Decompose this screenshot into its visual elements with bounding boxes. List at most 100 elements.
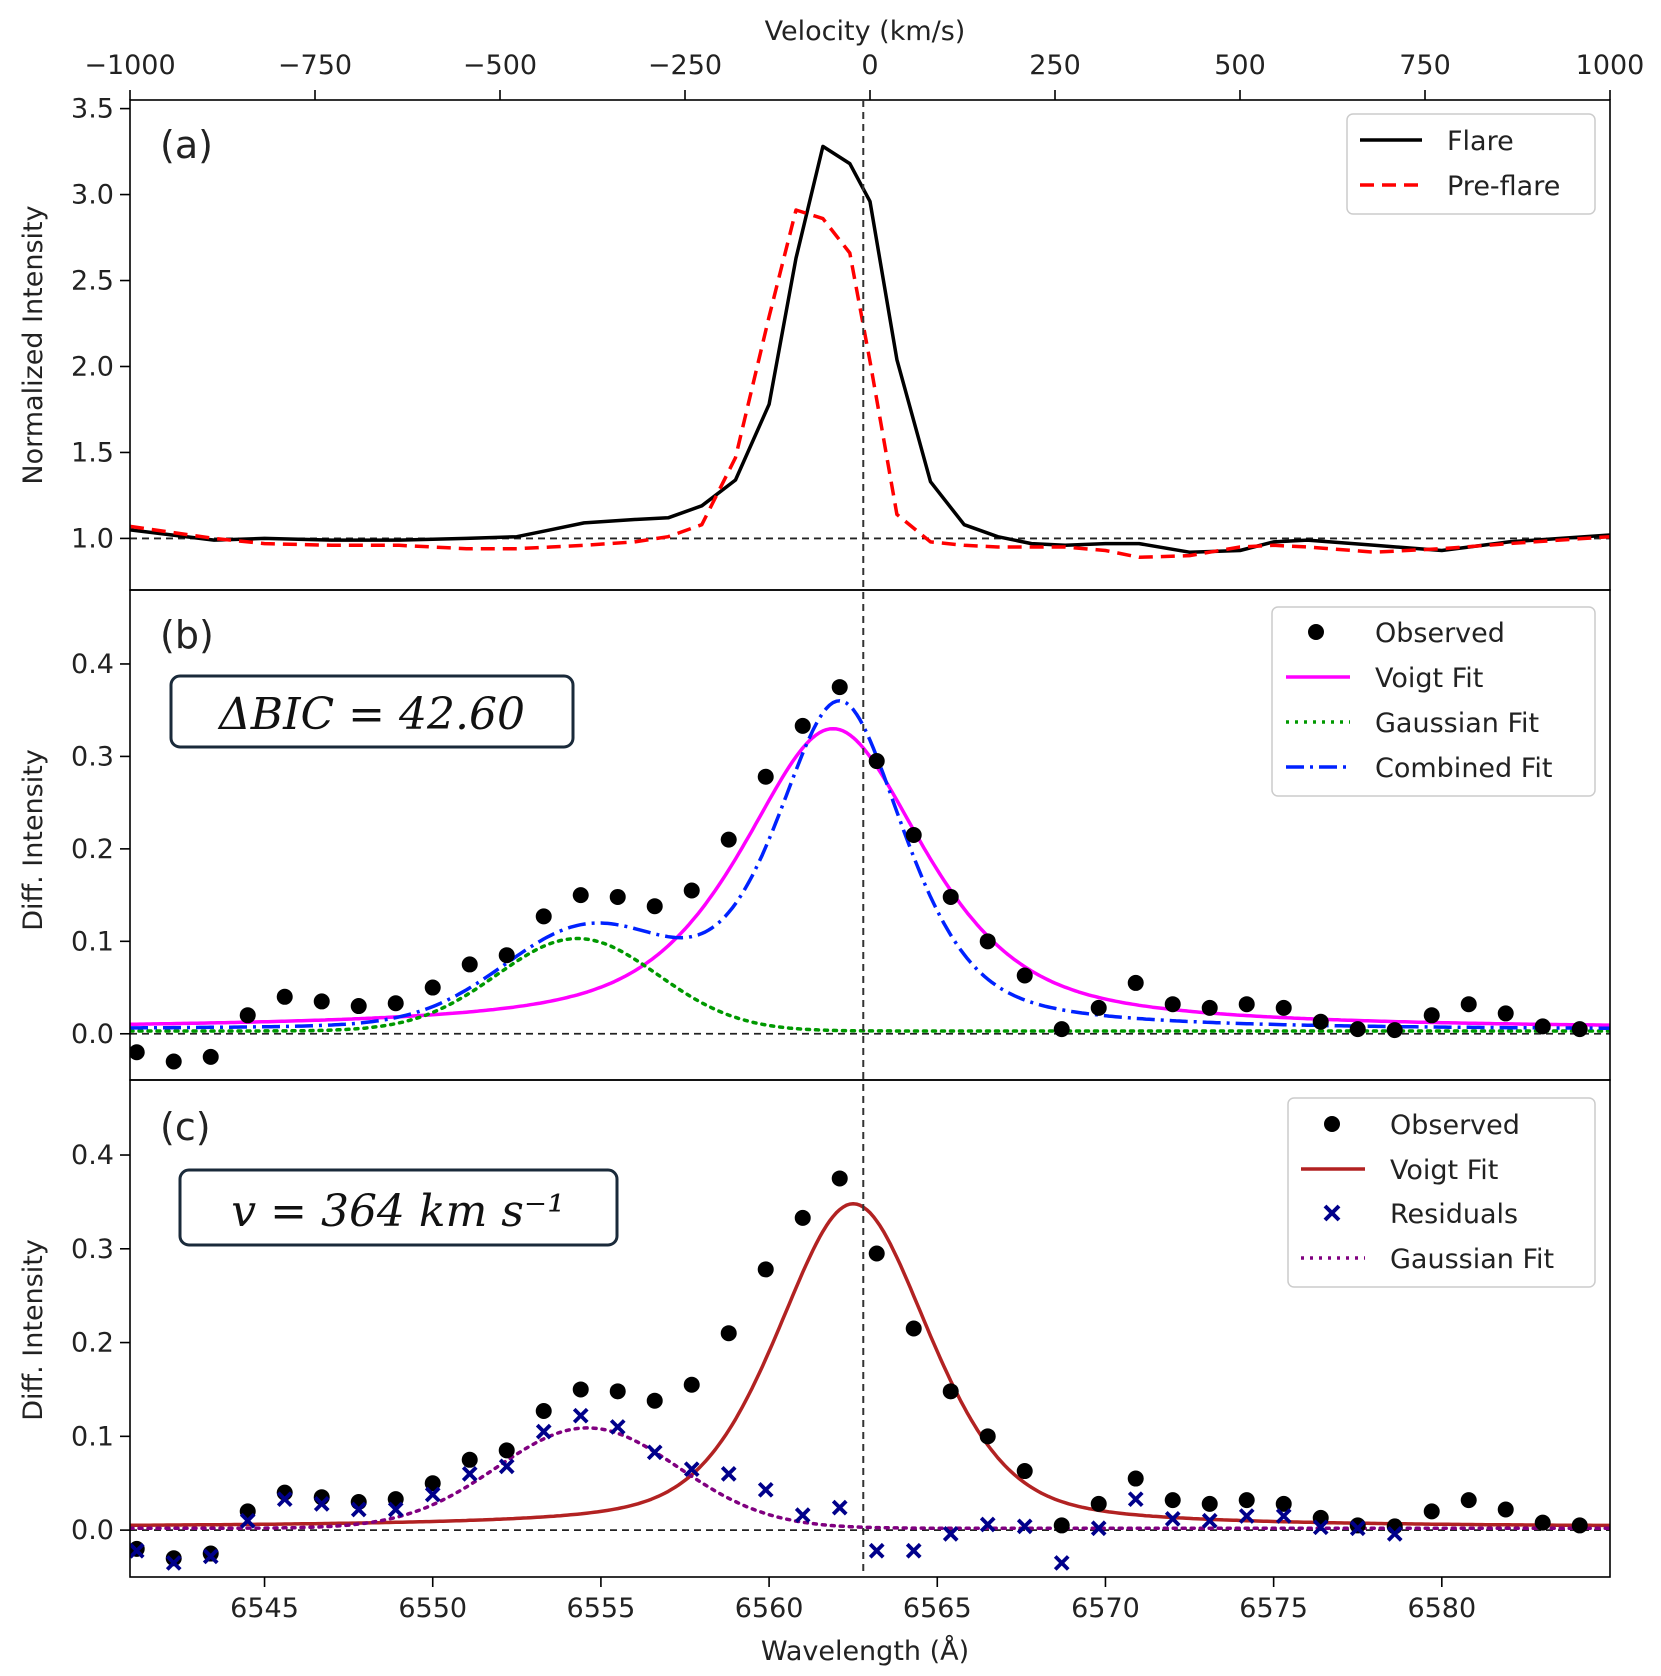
observed-point bbox=[646, 898, 663, 915]
y-tick-label: 2.0 bbox=[71, 351, 114, 382]
panel-b-annotation-box bbox=[169, 674, 575, 749]
observed-point bbox=[1423, 1503, 1440, 1520]
panel-c: 0.0 0.1 0.2 0.3 0.4 6545 6550 6555 6560 6565 6570… bbox=[18, 1079, 1611, 1667]
series-voigt-fit-line bbox=[130, 726, 1610, 1027]
residual-point bbox=[387, 1501, 404, 1518]
observed-point bbox=[720, 831, 737, 848]
observed-point bbox=[1534, 1018, 1551, 1035]
observed-point bbox=[868, 753, 885, 770]
residual-point bbox=[130, 1542, 145, 1559]
y-tick-label: 3.0 bbox=[71, 180, 114, 211]
x-tick-label: 6580 bbox=[1407, 1593, 1476, 1624]
y-tick-label: 0.0 bbox=[71, 1019, 114, 1050]
observed-point bbox=[794, 717, 811, 734]
observed-point bbox=[1497, 1501, 1514, 1518]
y-tick-label: 0.3 bbox=[71, 741, 114, 772]
observed-point bbox=[202, 1048, 219, 1065]
observed-point bbox=[1238, 996, 1255, 1013]
y-tick-label: 0.1 bbox=[71, 1421, 114, 1452]
y-tick-label: 1.0 bbox=[71, 523, 114, 554]
panel-a-label: (a) bbox=[160, 123, 213, 167]
legend-c-residuals-marker bbox=[1323, 1204, 1341, 1222]
observed-point bbox=[572, 887, 589, 904]
residual-point bbox=[1275, 1508, 1292, 1524]
residual-point bbox=[609, 1419, 626, 1435]
panel-b-plot-area bbox=[130, 679, 1610, 1070]
y-tick-label: 2.5 bbox=[71, 266, 114, 297]
observed-point bbox=[1053, 1021, 1070, 1038]
residual-point bbox=[942, 1526, 959, 1542]
observed-point bbox=[1164, 996, 1181, 1013]
panel-b-label: (b) bbox=[160, 613, 214, 657]
y-tick-label: 1.5 bbox=[71, 437, 114, 468]
legend-observed-marker bbox=[1308, 624, 1324, 640]
legend-flare-label: Flare bbox=[1447, 126, 1514, 157]
y-tick-label: 0.1 bbox=[71, 926, 114, 957]
observed-point bbox=[1053, 1517, 1070, 1534]
residual-point bbox=[1312, 1519, 1329, 1536]
series-combined-fit-line bbox=[130, 699, 1610, 1030]
panel-b-legend-box bbox=[1271, 606, 1596, 797]
observed-point bbox=[461, 956, 478, 973]
observed-point bbox=[942, 888, 959, 905]
panel-a-y-label: Normalized Intensity bbox=[18, 205, 49, 484]
panel-a-legend: Flare Pre-flare bbox=[1346, 113, 1596, 215]
observed-point bbox=[1016, 1463, 1033, 1480]
residual-point bbox=[1349, 1520, 1366, 1537]
observed-point bbox=[683, 882, 700, 899]
panel-a: Velocity (km/s) −1000 −750 −500 −250 0 250 500… bbox=[18, 16, 1644, 591]
y-tick-label: 0.2 bbox=[71, 834, 114, 865]
residual-point bbox=[350, 1501, 367, 1518]
observed-point bbox=[387, 995, 404, 1012]
panel-c-annotation: v = 364 km s⁻¹ bbox=[178, 1168, 619, 1247]
legend-preflare-label: Pre-flare bbox=[1447, 171, 1560, 202]
x-tick-label: 6570 bbox=[1071, 1593, 1140, 1624]
observed-point bbox=[609, 888, 626, 905]
observed-point bbox=[165, 1053, 182, 1070]
observed-point bbox=[1201, 999, 1218, 1016]
observed-point bbox=[350, 998, 367, 1015]
observed-point bbox=[905, 827, 922, 843]
observed-point bbox=[1460, 1492, 1477, 1509]
velocity-tick-label: −750 bbox=[278, 50, 352, 81]
observed-point bbox=[831, 1170, 848, 1187]
observed-point bbox=[424, 1475, 441, 1492]
observed-point bbox=[1275, 1495, 1292, 1512]
legend-c-observed-label: Observed bbox=[1390, 1110, 1520, 1141]
observed-point bbox=[1497, 1005, 1514, 1022]
observed-point bbox=[831, 679, 848, 696]
velocity-tick-label: −500 bbox=[463, 50, 537, 81]
observed-point bbox=[1127, 974, 1144, 991]
observed-point bbox=[202, 1545, 219, 1562]
x-tick-label: 6555 bbox=[567, 1593, 636, 1624]
observed-point bbox=[1423, 1007, 1440, 1024]
observed-point bbox=[1571, 1021, 1588, 1038]
observed-point bbox=[1275, 999, 1292, 1016]
residual-point bbox=[1164, 1511, 1181, 1527]
residual-point bbox=[683, 1461, 700, 1478]
observed-point bbox=[1201, 1495, 1218, 1512]
observed-point bbox=[572, 1381, 589, 1398]
panel-c-label: (c) bbox=[160, 1105, 211, 1149]
residual-point bbox=[1090, 1520, 1107, 1537]
observed-point bbox=[942, 1383, 959, 1400]
residual-point bbox=[202, 1548, 219, 1565]
y-tick-label: 0.4 bbox=[71, 1140, 114, 1171]
series-gaussian-fit-line bbox=[130, 1426, 1610, 1530]
observed-point bbox=[979, 933, 996, 950]
observed-point bbox=[757, 768, 774, 785]
velocity-ticks: −1000 −750 −500 −250 0 250 500 750 1000 bbox=[84, 50, 1644, 100]
observed-point bbox=[498, 1442, 515, 1459]
observed-point bbox=[276, 988, 293, 1005]
residual-point bbox=[1127, 1491, 1144, 1508]
residual-point bbox=[757, 1481, 774, 1498]
panel-c-y-label: Diff. Intensity bbox=[18, 1239, 49, 1421]
panel-b: 0.0 0.1 0.2 0.3 0.4 (b) Diff. Intensity ΔBIC… bbox=[18, 589, 1611, 1081]
residual-point bbox=[535, 1423, 552, 1440]
observed-point bbox=[461, 1451, 478, 1468]
y-tick-label: 3.5 bbox=[71, 94, 114, 125]
legend-c-residuals-label: Residuals bbox=[1390, 1199, 1518, 1230]
residual-point bbox=[1053, 1555, 1070, 1571]
panel-b-legend: Observed Voigt Fit Gaussian Fit Combined… bbox=[1271, 606, 1596, 797]
observed-point bbox=[1090, 1495, 1107, 1512]
